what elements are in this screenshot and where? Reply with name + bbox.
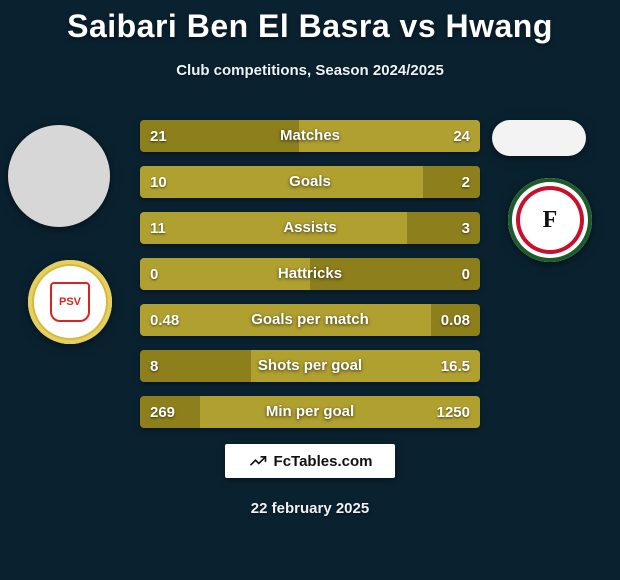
player-left-photo — [8, 125, 110, 227]
club-left-badge: PSV — [28, 260, 112, 344]
stat-label: Assists — [140, 212, 480, 244]
stats-bar-chart: 2124Matches 102Goals 113Assists 00Hattricks… — [140, 120, 480, 442]
stat-row: 2124Matches — [140, 120, 480, 152]
psv-text: PSV — [59, 296, 81, 308]
player-right-photo — [492, 120, 586, 156]
stat-label: Goals — [140, 166, 480, 198]
stat-row: 113Assists — [140, 212, 480, 244]
stat-label: Hattricks — [140, 258, 480, 290]
subtitle: Club competitions, Season 2024/2025 — [0, 62, 620, 79]
footer-date: 22 february 2025 — [0, 500, 620, 517]
footer-brand-badge: FcTables.com — [225, 444, 395, 478]
stat-row: 816.5Shots per goal — [140, 350, 480, 382]
stat-row: 2691250Min per goal — [140, 396, 480, 428]
stat-row: 0.480.08Goals per match — [140, 304, 480, 336]
feyenoord-inner: F — [528, 198, 572, 242]
stat-label: Goals per match — [140, 304, 480, 336]
chart-icon — [248, 451, 268, 471]
footer-brand-text: FcTables.com — [274, 453, 373, 470]
stat-label: Min per goal — [140, 396, 480, 428]
stat-label: Matches — [140, 120, 480, 152]
stat-row: 102Goals — [140, 166, 480, 198]
stat-label: Shots per goal — [140, 350, 480, 382]
club-right-badge: F — [508, 178, 592, 262]
psv-shield: PSV — [50, 282, 90, 322]
stat-row: 00Hattricks — [140, 258, 480, 290]
feyenoord-letter: F — [543, 207, 558, 234]
page-title: Saibari Ben El Basra vs Hwang — [0, 8, 620, 45]
